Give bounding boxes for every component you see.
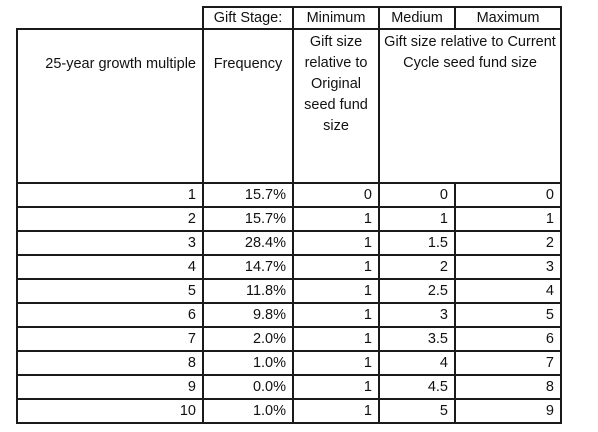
medium-gift-cell: 1 <box>378 206 456 232</box>
medium-gift-cell: 4 <box>378 350 456 376</box>
growth-multiple-cell: 9 <box>16 374 204 400</box>
header-blank-cell <box>17 7 204 30</box>
header-row-gift-stage: Gift Stage: Minimum Medium Maximum <box>17 6 562 30</box>
medium-gift-cell: 4.5 <box>378 374 456 400</box>
table-row: 3 28.4% 1 1.5 2 <box>16 230 562 256</box>
growth-multiple-cell: 2 <box>16 206 204 232</box>
minimum-gift-cell: 1 <box>292 230 380 256</box>
table-row: 6 9.8% 1 3 5 <box>16 302 562 328</box>
medium-gift-cell: 0 <box>378 182 456 208</box>
minimum-gift-cell: 1 <box>292 374 380 400</box>
table-row: 4 14.7% 1 2 3 <box>16 254 562 280</box>
medium-gift-cell: 3 <box>378 302 456 328</box>
table-row: 9 0.0% 1 4.5 8 <box>16 374 562 400</box>
minimum-gift-cell: 1 <box>292 254 380 280</box>
frequency-cell: 1.0% <box>202 350 294 376</box>
table-row: 7 2.0% 1 3.5 6 <box>16 326 562 352</box>
maximum-gift-cell: 3 <box>454 254 562 280</box>
table-row: 1 15.7% 0 0 0 <box>16 182 562 208</box>
maximum-gift-cell: 5 <box>454 302 562 328</box>
gift-stage-label: Gift Stage: <box>202 6 294 30</box>
frequency-cell: 1.0% <box>202 398 294 424</box>
maximum-gift-cell: 0 <box>454 182 562 208</box>
minimum-description-header: Gift size relative to Original seed fund… <box>292 28 380 184</box>
medium-gift-cell: 3.5 <box>378 326 456 352</box>
maximum-header: Maximum <box>454 6 562 30</box>
medium-maximum-description-header: Gift size relative to Current Cycle seed… <box>378 28 562 184</box>
maximum-gift-cell: 8 <box>454 374 562 400</box>
minimum-header: Minimum <box>292 6 380 30</box>
maximum-gift-cell: 2 <box>454 230 562 256</box>
growth-multiple-cell: 10 <box>16 398 204 424</box>
maximum-gift-cell: 6 <box>454 326 562 352</box>
maximum-gift-cell: 7 <box>454 350 562 376</box>
maximum-gift-cell: 9 <box>454 398 562 424</box>
table-row: 10 1.0% 1 5 9 <box>16 398 562 424</box>
medium-gift-cell: 1.5 <box>378 230 456 256</box>
minimum-gift-cell: 1 <box>292 206 380 232</box>
medium-gift-cell: 5 <box>378 398 456 424</box>
frequency-header: Frequency <box>202 28 294 184</box>
maximum-gift-cell: 1 <box>454 206 562 232</box>
growth-multiple-cell: 3 <box>16 230 204 256</box>
growth-multiple-cell: 8 <box>16 350 204 376</box>
growth-multiple-header: 25-year growth multiple <box>16 28 204 184</box>
minimum-gift-cell: 1 <box>292 302 380 328</box>
frequency-cell: 28.4% <box>202 230 294 256</box>
growth-multiple-cell: 4 <box>16 254 204 280</box>
minimum-gift-cell: 1 <box>292 398 380 424</box>
growth-multiple-cell: 1 <box>16 182 204 208</box>
table-row: 8 1.0% 1 4 7 <box>16 350 562 376</box>
minimum-gift-cell: 1 <box>292 350 380 376</box>
growth-multiple-cell: 6 <box>16 302 204 328</box>
growth-multiple-cell: 5 <box>16 278 204 304</box>
medium-gift-cell: 2.5 <box>378 278 456 304</box>
frequency-cell: 11.8% <box>202 278 294 304</box>
frequency-cell: 0.0% <box>202 374 294 400</box>
table-row: 5 11.8% 1 2.5 4 <box>16 278 562 304</box>
minimum-gift-cell: 1 <box>292 278 380 304</box>
gift-size-table: Gift Stage: Minimum Medium Maximum 25-ye… <box>16 6 562 424</box>
frequency-cell: 15.7% <box>202 206 294 232</box>
frequency-cell: 15.7% <box>202 182 294 208</box>
frequency-cell: 9.8% <box>202 302 294 328</box>
maximum-gift-cell: 4 <box>454 278 562 304</box>
growth-multiple-cell: 7 <box>16 326 204 352</box>
minimum-gift-cell: 0 <box>292 182 380 208</box>
header-row-descriptions: 25-year growth multiple Frequency Gift s… <box>16 28 562 184</box>
minimum-gift-cell: 1 <box>292 326 380 352</box>
frequency-cell: 2.0% <box>202 326 294 352</box>
medium-gift-cell: 2 <box>378 254 456 280</box>
table-row: 2 15.7% 1 1 1 <box>16 206 562 232</box>
medium-header: Medium <box>378 6 456 30</box>
frequency-cell: 14.7% <box>202 254 294 280</box>
